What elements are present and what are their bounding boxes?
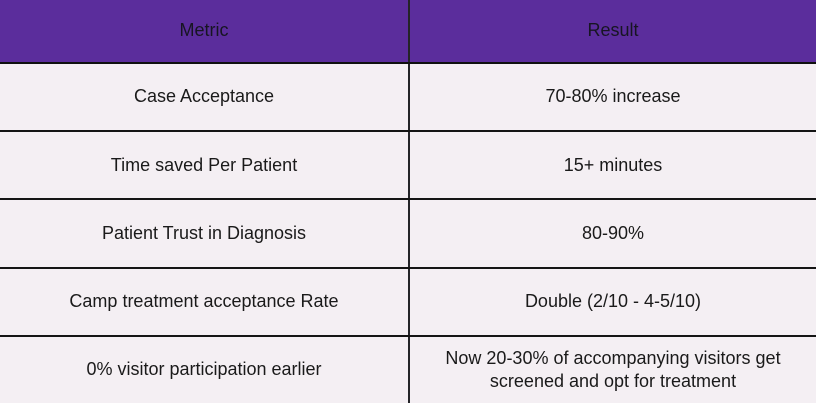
table-row: Camp treatment acceptance Rate Double (2… <box>0 268 816 337</box>
result-cell: Double (2/10 - 4-5/10) <box>410 269 816 335</box>
table-row: 0% visitor participation earlier Now 20-… <box>0 336 816 403</box>
metric-cell: 0% visitor participation earlier <box>0 336 410 403</box>
column-header-metric: Metric <box>0 0 410 62</box>
column-header-result: Result <box>410 0 816 62</box>
metric-cell: Case Acceptance <box>0 64 410 131</box>
result-value: 15+ minutes <box>563 154 663 175</box>
result-value: Now 20-30% of accompanying visitors get … <box>445 347 781 391</box>
result-cell: 80-90% <box>410 200 816 266</box>
result-value: Double (2/10 - 4-5/10) <box>524 291 702 312</box>
metric-cell: Patient Trust in Diagnosis <box>0 200 410 267</box>
metric-value: Camp treatment acceptance Rate <box>69 291 339 312</box>
metric-cell: Camp treatment acceptance Rate <box>0 268 410 335</box>
result-cell: Now 20-30% of accompanying visitors get … <box>410 337 816 403</box>
metric-value: Case Acceptance <box>133 86 275 107</box>
result-cell: 15+ minutes <box>410 132 816 198</box>
metric-value: 0% visitor participation earlier <box>86 359 322 380</box>
column-header-result-label: Result <box>587 20 639 41</box>
metric-value: Patient Trust in Diagnosis <box>101 222 307 243</box>
column-header-metric-label: Metric <box>179 20 229 41</box>
table-row: Time saved Per Patient 15+ minutes <box>0 132 816 201</box>
table-row: Case Acceptance 70-80% increase <box>0 64 816 133</box>
result-cell: 70-80% increase <box>410 64 816 130</box>
metric-value: Time saved Per Patient <box>110 154 298 175</box>
result-value: 70-80% increase <box>545 86 681 107</box>
result-value: 80-90% <box>581 222 645 243</box>
table-header-row: Metric Result <box>0 0 816 64</box>
metric-cell: Time saved Per Patient <box>0 132 410 199</box>
table-row: Patient Trust in Diagnosis 80-90% <box>0 200 816 269</box>
